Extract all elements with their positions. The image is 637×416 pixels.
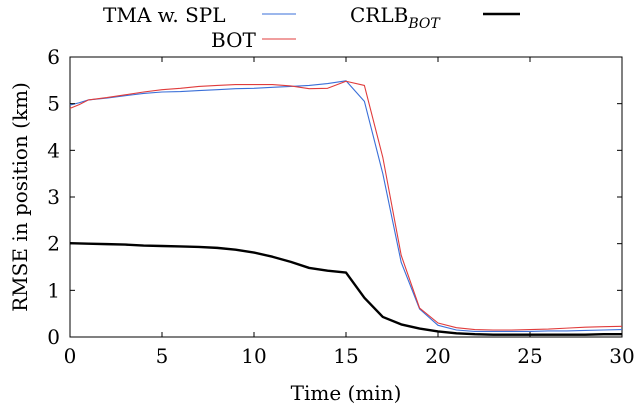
x-tick-label: 30 [609, 344, 634, 368]
y-tick-label: 2 [47, 232, 60, 256]
y-tick-label: 4 [47, 138, 60, 162]
y-tick-label: 1 [47, 278, 60, 302]
legend-label-text: CRLB [350, 3, 408, 27]
x-tick-label: 5 [156, 344, 169, 368]
y-tick-label: 6 [47, 45, 60, 69]
x-axis-title: Time (min) [291, 381, 402, 405]
plot-area [69, 56, 623, 338]
x-tick-label: 25 [517, 344, 542, 368]
series-line-crlb-bot [69, 242, 622, 336]
series-line-tma-w-spl [69, 80, 623, 332]
series-lines [69, 80, 623, 336]
x-tick-label: 0 [64, 344, 77, 368]
legend-label-bot: BOT [211, 28, 256, 52]
legend-label-text: BOT [211, 28, 256, 52]
legend-label-crlb-bot: CRLBBOT [350, 3, 441, 32]
series-line-bot [69, 80, 623, 331]
y-tick-label: 0 [47, 325, 60, 349]
y-tick-label: 3 [47, 185, 60, 209]
y-tick-label: 5 [47, 92, 60, 116]
y-axis-title: RMSE in position (km) [8, 82, 32, 312]
x-tick-label: 10 [241, 344, 266, 368]
plot-frame [69, 56, 623, 338]
legend-label-text: TMA w. SPL [103, 3, 226, 27]
x-tick-label: 15 [333, 344, 358, 368]
x-tick-label: 20 [425, 344, 450, 368]
legend-label-subscript: BOT [407, 16, 441, 32]
x-axis-ticks: 0 5 10 15 20 25 30 [64, 57, 635, 368]
y-axis-ticks: 0 1 2 3 4 5 6 [47, 45, 622, 349]
legend-label-tma-w-spl: TMA w. SPL [103, 3, 226, 27]
